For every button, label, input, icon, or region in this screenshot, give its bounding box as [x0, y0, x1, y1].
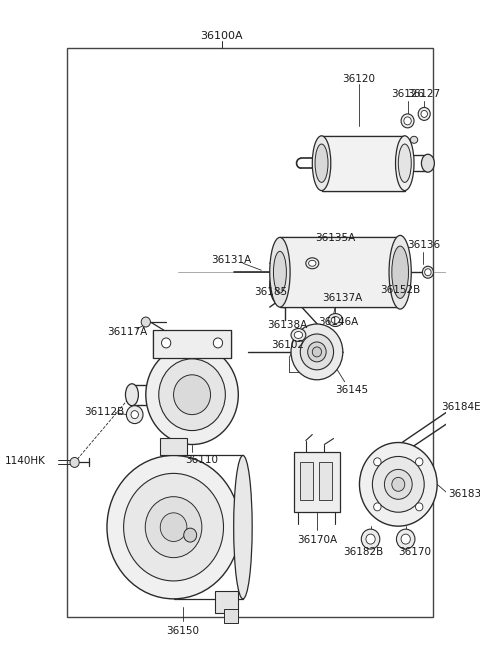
- Circle shape: [373, 458, 381, 466]
- Bar: [322, 136, 405, 191]
- Text: 1140HK: 1140HK: [5, 457, 46, 466]
- Circle shape: [291, 324, 343, 380]
- Ellipse shape: [315, 144, 328, 183]
- Bar: [280, 237, 400, 307]
- Circle shape: [184, 528, 197, 542]
- Circle shape: [126, 405, 143, 424]
- Ellipse shape: [145, 497, 202, 558]
- Text: 36152B: 36152B: [380, 285, 420, 295]
- Circle shape: [416, 458, 423, 466]
- Ellipse shape: [274, 252, 287, 293]
- Circle shape: [401, 534, 410, 544]
- Ellipse shape: [396, 136, 414, 191]
- Text: 36170: 36170: [398, 547, 432, 557]
- Ellipse shape: [306, 258, 319, 269]
- Circle shape: [146, 345, 238, 445]
- Circle shape: [312, 347, 322, 357]
- Text: 36137A: 36137A: [322, 293, 362, 303]
- Circle shape: [416, 503, 423, 511]
- Ellipse shape: [410, 136, 418, 143]
- Circle shape: [159, 359, 225, 430]
- Text: 36170A: 36170A: [297, 535, 337, 545]
- Circle shape: [361, 529, 380, 549]
- Ellipse shape: [421, 154, 434, 172]
- Text: 36127: 36127: [408, 89, 441, 99]
- Bar: [294, 453, 340, 512]
- Ellipse shape: [421, 110, 427, 118]
- Ellipse shape: [328, 313, 343, 327]
- Circle shape: [392, 478, 405, 491]
- Bar: [319, 463, 332, 500]
- Text: 36100A: 36100A: [200, 32, 243, 41]
- Circle shape: [174, 374, 211, 415]
- Circle shape: [141, 317, 150, 327]
- Ellipse shape: [418, 108, 430, 120]
- Ellipse shape: [309, 260, 316, 266]
- Text: 36135A: 36135A: [315, 233, 356, 243]
- Ellipse shape: [291, 328, 306, 342]
- Text: 36136: 36136: [407, 240, 440, 250]
- Text: 36138A: 36138A: [267, 320, 308, 330]
- Text: 36150: 36150: [166, 625, 199, 636]
- Text: 36110: 36110: [185, 455, 218, 465]
- Text: 36145: 36145: [336, 385, 369, 395]
- Circle shape: [70, 457, 79, 467]
- Text: 36185: 36185: [254, 287, 287, 297]
- Text: 36183: 36183: [448, 489, 480, 499]
- Circle shape: [213, 338, 223, 348]
- Ellipse shape: [125, 384, 138, 405]
- Ellipse shape: [398, 144, 411, 183]
- Bar: [160, 438, 187, 455]
- Bar: [153, 330, 231, 358]
- Ellipse shape: [331, 317, 339, 323]
- Ellipse shape: [404, 117, 411, 125]
- Ellipse shape: [124, 474, 224, 581]
- Ellipse shape: [294, 332, 302, 338]
- Ellipse shape: [389, 235, 411, 309]
- Text: 36120: 36120: [342, 74, 375, 84]
- Ellipse shape: [392, 246, 408, 298]
- Ellipse shape: [270, 237, 290, 307]
- Bar: [225, 609, 238, 623]
- Ellipse shape: [160, 513, 187, 541]
- Circle shape: [308, 342, 326, 362]
- Circle shape: [162, 338, 171, 348]
- Text: 36184E: 36184E: [442, 401, 480, 412]
- Bar: [300, 463, 313, 500]
- Text: 36117A: 36117A: [107, 327, 147, 337]
- Text: 36126: 36126: [391, 89, 424, 99]
- Ellipse shape: [422, 266, 433, 278]
- Text: 36131A: 36131A: [211, 256, 251, 265]
- Text: 36146A: 36146A: [318, 317, 358, 327]
- Circle shape: [366, 534, 375, 544]
- Circle shape: [131, 411, 138, 419]
- Circle shape: [384, 469, 412, 499]
- Circle shape: [300, 334, 334, 370]
- Ellipse shape: [312, 136, 331, 191]
- Circle shape: [373, 503, 381, 511]
- Circle shape: [396, 529, 415, 549]
- Text: 36182B: 36182B: [343, 547, 384, 557]
- Ellipse shape: [401, 114, 414, 128]
- Ellipse shape: [234, 455, 252, 599]
- Ellipse shape: [107, 455, 240, 599]
- Ellipse shape: [425, 269, 431, 276]
- Circle shape: [372, 457, 424, 512]
- Text: 36112B: 36112B: [84, 407, 124, 417]
- Circle shape: [360, 443, 437, 526]
- Bar: [215, 591, 238, 613]
- Bar: [67, 48, 432, 617]
- Text: 36102: 36102: [271, 340, 304, 350]
